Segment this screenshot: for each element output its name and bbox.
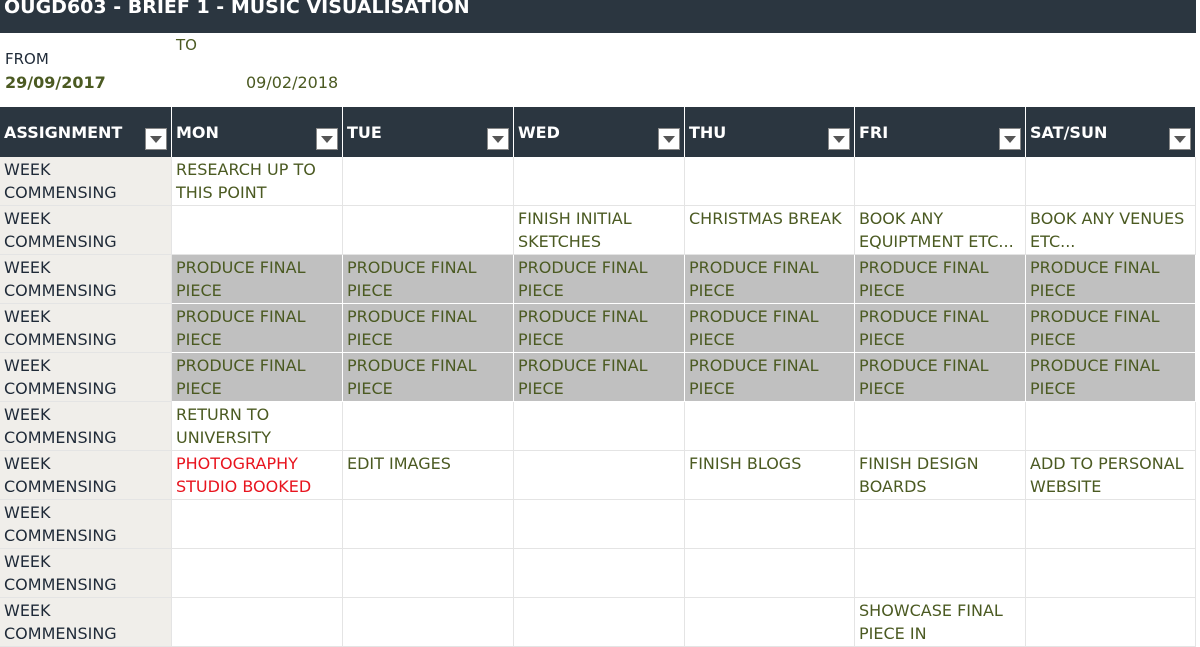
schedule-cell [172,598,343,647]
schedule-cell [685,157,855,206]
to-label: TO [176,36,197,54]
schedule-cell: BOOK ANY VENUES ETC... [1026,206,1196,255]
schedule-cell [343,549,514,598]
column-header: WED [514,107,685,157]
filter-dropdown[interactable] [999,128,1021,150]
schedule-cell [172,549,343,598]
schedule-cell [1026,157,1196,206]
week-cell: WEEK COMMENSING 01/01/18 [0,353,172,402]
column-label: FRI [859,123,889,142]
schedule-cell [343,598,514,647]
schedule-cell: PRODUCE FINAL PIECE [343,304,514,353]
schedule-cell: SHOWCASE FINAL PIECE IN EXHIBITION [855,598,1026,647]
column-label: THU [689,123,727,142]
column-label: WED [518,123,560,142]
week-cell: WEEK COMMENSING 29/01/18 [0,549,172,598]
schedule-cell: PRODUCE FINAL PIECE [343,255,514,304]
week-cell: WEEK COMMENSING 25/12/17 [0,304,172,353]
schedule-cell [343,402,514,451]
column-label: MON [176,123,219,142]
schedule-cell: PHOTOGRAPHY STUDIO BOOKED [172,451,343,500]
schedule-cell: PRODUCE FINAL PIECE [685,353,855,402]
schedule-cell [343,206,514,255]
schedule-cell [514,451,685,500]
schedule-cell: PRODUCE FINAL PIECE [855,353,1026,402]
to-date: 09/02/2018 [246,73,339,92]
filter-dropdown[interactable] [828,128,850,150]
column-header: SAT/SUN [1026,107,1196,157]
week-cell: WEEK COMMENSING 11/12/17 [0,206,172,255]
schedule-cell: CHRISTMAS BREAK [685,206,855,255]
week-cell: WEEK COMMENSING 08/01/18 [0,402,172,451]
from-date: 29/09/2017 [5,73,106,92]
schedule-cell [514,500,685,549]
schedule-cell [685,402,855,451]
column-header: TUE [343,107,514,157]
schedule-cell [685,500,855,549]
schedule-cell [172,206,343,255]
schedule-cell: PRODUCE FINAL PIECE [343,353,514,402]
schedule-cell: BOOK ANY EQUIPTMENT ETC... [855,206,1026,255]
schedule-cell: PRODUCE FINAL PIECE [172,304,343,353]
schedule-cell: FINISH DESIGN BOARDS [855,451,1026,500]
filter-dropdown[interactable] [658,128,680,150]
schedule-cell: PRODUCE FINAL PIECE [685,255,855,304]
schedule-cell [514,157,685,206]
schedule-cell: PRODUCE FINAL PIECE [172,353,343,402]
filter-dropdown[interactable] [145,128,167,150]
column-label: TUE [347,123,382,142]
schedule-cell: RESEARCH UP TO THIS POINT [172,157,343,206]
column-label: SAT/SUN [1030,123,1108,142]
week-cell: WEEK COMMENSING 05/02/18 [0,598,172,647]
schedule-cell: EDIT IMAGES [343,451,514,500]
schedule-cell [1026,549,1196,598]
schedule-cell: PRODUCE FINAL PIECE [514,255,685,304]
schedule-cell: PRODUCE FINAL PIECE [1026,255,1196,304]
schedule-cell [514,598,685,647]
schedule-cell [685,549,855,598]
schedule-cell [1026,402,1196,451]
schedule-cell: FINISH INITIAL SKETCHES [514,206,685,255]
schedule-cell [343,500,514,549]
schedule-cell [343,157,514,206]
week-cell: WEEK COMMENSING 04/12/17 [0,157,172,206]
schedule-cell: PRODUCE FINAL PIECE [685,304,855,353]
schedule-cell: PRODUCE FINAL PIECE [1026,304,1196,353]
schedule-cell: PRODUCE FINAL PIECE [855,304,1026,353]
filter-dropdown[interactable] [487,128,509,150]
week-cell: WEEK COMMENSING 22/01/18 [0,500,172,549]
schedule-cell [855,157,1026,206]
schedule-cell: ADD TO PERSONAL WEBSITE [1026,451,1196,500]
schedule-cell [685,598,855,647]
column-label: ASSIGNMENT [4,123,123,142]
schedule-cell [514,402,685,451]
schedule-cell: PRODUCE FINAL PIECE [514,353,685,402]
schedule-cell: PRODUCE FINAL PIECE [514,304,685,353]
schedule-cell [855,549,1026,598]
schedule-cell: PRODUCE FINAL PIECE [1026,353,1196,402]
filter-dropdown[interactable] [1169,128,1191,150]
schedule-cell [855,402,1026,451]
column-header: THU [685,107,855,157]
schedule-cell: RETURN TO UNIVERSITY [172,402,343,451]
column-header: FRI [855,107,1026,157]
filter-dropdown[interactable] [316,128,338,150]
column-header: MON [172,107,343,157]
schedule-cell [855,500,1026,549]
schedule-cell: FINISH BLOGS [685,451,855,500]
week-cell: WEEK COMMENSING 18/12/17 [0,255,172,304]
schedule-cell [1026,500,1196,549]
schedule-cell [514,549,685,598]
from-label: FROM [5,50,49,68]
schedule-cell: PRODUCE FINAL PIECE [172,255,343,304]
column-header: ASSIGNMENT [0,107,172,157]
schedule-cell [172,500,343,549]
schedule-cell: PRODUCE FINAL PIECE [855,255,1026,304]
week-cell: WEEK COMMENSING 15/01/18 [0,451,172,500]
schedule-cell [1026,598,1196,647]
sheet-title: OUGD603 - BRIEF 1 - MUSIC VISUALISATION [0,0,1196,33]
